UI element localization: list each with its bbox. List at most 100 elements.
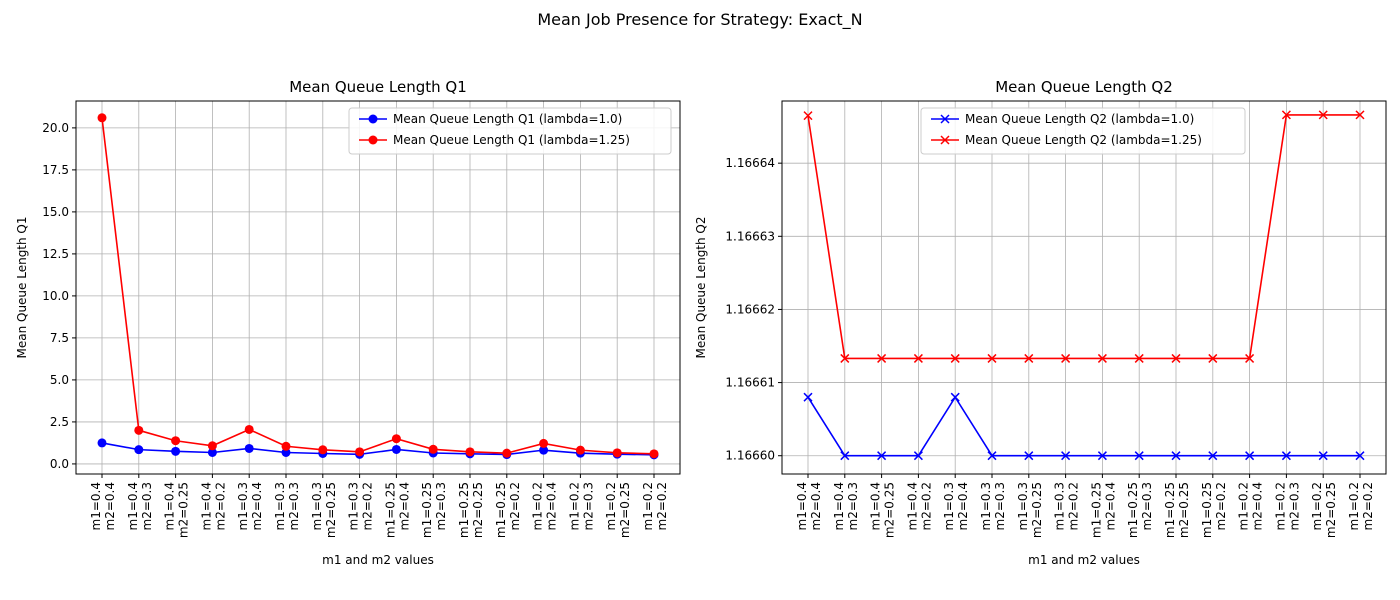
data-point	[1097, 353, 1107, 363]
y-tick-label: 1.16662	[725, 302, 775, 316]
data-point	[539, 445, 549, 455]
data-point	[1281, 451, 1291, 461]
x-tick-label-m1: m1=0.4	[199, 482, 213, 530]
x-tick-label: m1=0.4m2=0.25	[869, 482, 897, 538]
x-tick-label: m1=0.4m2=0.2	[199, 482, 227, 530]
chart-title: Mean Queue Length Q1	[289, 78, 467, 96]
x-tick-label-m1: m1=0.2	[604, 482, 618, 530]
legend: Mean Queue Length Q1 (lambda=1.0) Mean Qu…	[348, 107, 672, 155]
x-tick-label: m1=0.25m2=0.4	[1089, 482, 1117, 538]
grid	[76, 101, 680, 474]
data-point	[97, 438, 107, 448]
y-tick-label: 2.5	[50, 415, 69, 429]
data-point	[803, 111, 813, 121]
x-tick-label-m1: m1=0.3	[1016, 482, 1030, 530]
x-tick-label-m1: m1=0.4	[869, 482, 883, 530]
data-point	[97, 113, 107, 123]
x-tick-label-m2: m2=0.2	[213, 482, 227, 530]
y-tick-label: 1.16661	[725, 376, 775, 390]
x-axis-label: m1 and m2 values	[1028, 553, 1140, 567]
y-tick-label: 10.0	[42, 289, 69, 303]
legend-marker	[940, 114, 950, 124]
series-line-0	[101, 442, 655, 456]
legend-box	[920, 107, 1246, 155]
y-axis-label: Mean Queue Length Q1	[15, 216, 29, 358]
y-tick-label: 17.5	[42, 163, 69, 177]
data-point	[1355, 451, 1365, 461]
x-tick-label-m2: m2=0.4	[103, 482, 117, 530]
x-tick-label: m1=0.4m2=0.4	[89, 482, 117, 530]
x-tick-label-m2: m2=0.2	[1067, 482, 1081, 530]
x-tick-label: m1=0.2m2=0.3	[1273, 482, 1301, 530]
data-point	[171, 446, 181, 456]
x-tick-label: m1=0.25m2=0.25	[457, 482, 485, 538]
data-point	[1171, 451, 1181, 461]
x-tick-label-m2: m2=0.25	[471, 482, 485, 538]
legend-marker	[368, 114, 378, 124]
x-tick-label-m1: m1=0.2	[567, 482, 581, 530]
x-tick-label: m1=0.4m2=0.25	[163, 482, 191, 538]
legend: Mean Queue Length Q2 (lambda=1.0) Mean Qu…	[920, 107, 1246, 155]
x-tick-label-m2: m2=0.4	[1103, 482, 1117, 530]
x-tick-label-m1: m1=0.25	[383, 482, 397, 538]
x-tick-label-m1: m1=0.2	[1347, 482, 1361, 530]
y-tick-label: 20.0	[42, 121, 69, 135]
x-tick-label-m2: m2=0.25	[618, 482, 632, 538]
y-tick-label: 12.5	[42, 247, 69, 261]
data-point	[1281, 110, 1291, 120]
x-tick-label-m1: m1=0.3	[1053, 482, 1067, 530]
y-tick-label: 1.16660	[725, 449, 775, 463]
data-point	[987, 451, 997, 461]
x-tick-label-m2: m2=0.2	[508, 482, 522, 530]
x-tick-label: m1=0.25m2=0.2	[1200, 482, 1228, 538]
data-point	[1355, 110, 1365, 120]
data-point	[1061, 451, 1071, 461]
data-point	[1318, 110, 1328, 120]
grid	[782, 101, 1386, 474]
x-tick-label: m1=0.3m2=0.25	[310, 482, 338, 538]
x-tick-label: m1=0.25m2=0.25	[1163, 482, 1191, 538]
x-tick-label: m1=0.3m2=0.2	[1053, 482, 1081, 530]
x-tick-label-m2: m2=0.2	[1361, 482, 1375, 530]
x-tick-label-m1: m1=0.2	[1310, 482, 1324, 530]
x-tick-label-m1: m1=0.25	[420, 482, 434, 538]
x-tick-label: m1=0.25m2=0.3	[1126, 482, 1154, 538]
x-tick-label-m2: m2=0.3	[287, 482, 301, 530]
data-point	[913, 451, 923, 461]
data-point	[987, 353, 997, 363]
data-point	[1208, 353, 1218, 363]
x-tick-label: m1=0.3m2=0.3	[979, 482, 1007, 530]
x-tick-label-m1: m1=0.25	[1200, 482, 1214, 538]
data-point	[281, 447, 291, 457]
data-point	[428, 444, 438, 454]
data-point	[244, 443, 254, 453]
y-tick-label: 1.16663	[725, 229, 775, 243]
legend-label: Mean Queue Length Q1 (lambda=1.25)	[393, 133, 630, 147]
legend-label: Mean Queue Length Q1 (lambda=1.0)	[393, 112, 622, 126]
data-point	[1024, 451, 1034, 461]
x-tick-label: m1=0.3m2=0.4	[942, 482, 970, 530]
data-point	[391, 434, 401, 444]
x-tick-label-m2: m2=0.3	[434, 482, 448, 530]
y-tick-label: 15.0	[42, 205, 69, 219]
x-tick-label: m1=0.2m2=0.25	[604, 482, 632, 538]
data-point	[355, 447, 365, 457]
data-point	[950, 392, 960, 402]
x-tick-label-m2: m2=0.3	[140, 482, 154, 530]
legend-marker	[368, 135, 378, 145]
data-point	[171, 436, 181, 446]
data-point	[877, 451, 887, 461]
chart-title: Mean Queue Length Q2	[995, 78, 1173, 96]
data-point	[1245, 451, 1255, 461]
x-tick-label: m1=0.4m2=0.4	[795, 482, 823, 530]
x-tick-label-m1: m1=0.4	[126, 482, 140, 530]
data-point	[1208, 451, 1218, 461]
x-tick-label: m1=0.2m2=0.4	[1237, 482, 1265, 530]
x-tick-label-m2: m2=0.25	[324, 482, 338, 538]
x-tick-label-m1: m1=0.3	[236, 482, 250, 530]
data-point	[803, 392, 813, 402]
x-tick-label-m1: m1=0.2	[641, 482, 655, 530]
x-tick-label: m1=0.2m2=0.2	[1347, 482, 1375, 530]
